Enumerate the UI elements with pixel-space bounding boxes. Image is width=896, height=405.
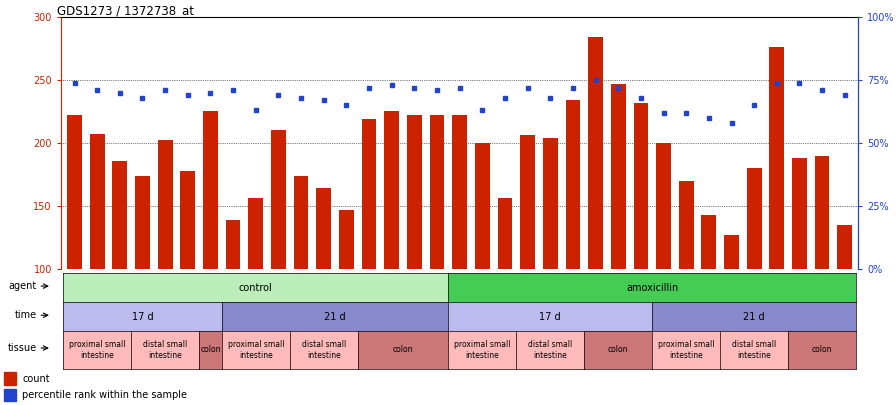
Bar	[407, 115, 422, 269]
Bar	[521, 135, 535, 269]
Text: proximal small
intestine: proximal small intestine	[69, 340, 125, 360]
Text: colon: colon	[392, 345, 413, 354]
Text: agent: agent	[8, 281, 37, 291]
Text: 21 d: 21 d	[744, 312, 765, 322]
Text: colon: colon	[200, 345, 220, 354]
Text: amoxicillin: amoxicillin	[626, 283, 678, 292]
Bar	[226, 220, 240, 269]
Text: 17 d: 17 d	[539, 312, 561, 322]
Bar	[158, 141, 173, 269]
Bar	[746, 168, 762, 269]
Bar	[543, 138, 557, 269]
Bar	[429, 115, 444, 269]
Bar	[770, 47, 784, 269]
Bar	[271, 130, 286, 269]
Bar	[4, 372, 16, 385]
Text: distal small
intestine: distal small intestine	[143, 340, 187, 360]
Bar	[452, 115, 467, 269]
Text: 21 d: 21 d	[324, 312, 346, 322]
Bar	[4, 389, 16, 401]
Bar	[180, 171, 195, 269]
Text: proximal small
intestine: proximal small intestine	[228, 340, 284, 360]
Text: percentile rank within the sample: percentile rank within the sample	[22, 390, 187, 400]
Text: count: count	[22, 374, 50, 384]
Bar	[362, 119, 376, 269]
Text: tissue: tissue	[7, 343, 37, 353]
Bar	[838, 225, 852, 269]
Text: colon: colon	[608, 345, 628, 354]
Bar	[475, 143, 490, 269]
Bar	[656, 143, 671, 269]
Bar	[588, 37, 603, 269]
Text: distal small
intestine: distal small intestine	[528, 340, 573, 360]
Bar	[294, 176, 308, 269]
Bar	[633, 102, 648, 269]
Text: distal small
intestine: distal small intestine	[302, 340, 346, 360]
Bar	[316, 188, 332, 269]
Bar	[384, 111, 399, 269]
Bar	[497, 198, 513, 269]
Bar	[339, 210, 354, 269]
Text: proximal small
intestine: proximal small intestine	[454, 340, 511, 360]
Text: time: time	[14, 310, 37, 320]
Bar	[679, 181, 694, 269]
Bar	[565, 100, 581, 269]
Bar	[203, 111, 218, 269]
Bar	[113, 161, 127, 269]
Bar	[67, 115, 82, 269]
Text: colon: colon	[812, 345, 832, 354]
Bar	[135, 176, 150, 269]
Bar	[792, 158, 806, 269]
Bar	[702, 215, 716, 269]
Bar	[814, 156, 830, 269]
Bar	[724, 235, 739, 269]
Text: proximal small
intestine: proximal small intestine	[658, 340, 714, 360]
Bar	[90, 134, 105, 269]
Text: 17 d: 17 d	[132, 312, 153, 322]
Text: control: control	[239, 283, 272, 292]
Bar	[248, 198, 263, 269]
Bar	[611, 84, 625, 269]
Text: distal small
intestine: distal small intestine	[732, 340, 776, 360]
Text: GDS1273 / 1372738_at: GDS1273 / 1372738_at	[57, 4, 194, 17]
